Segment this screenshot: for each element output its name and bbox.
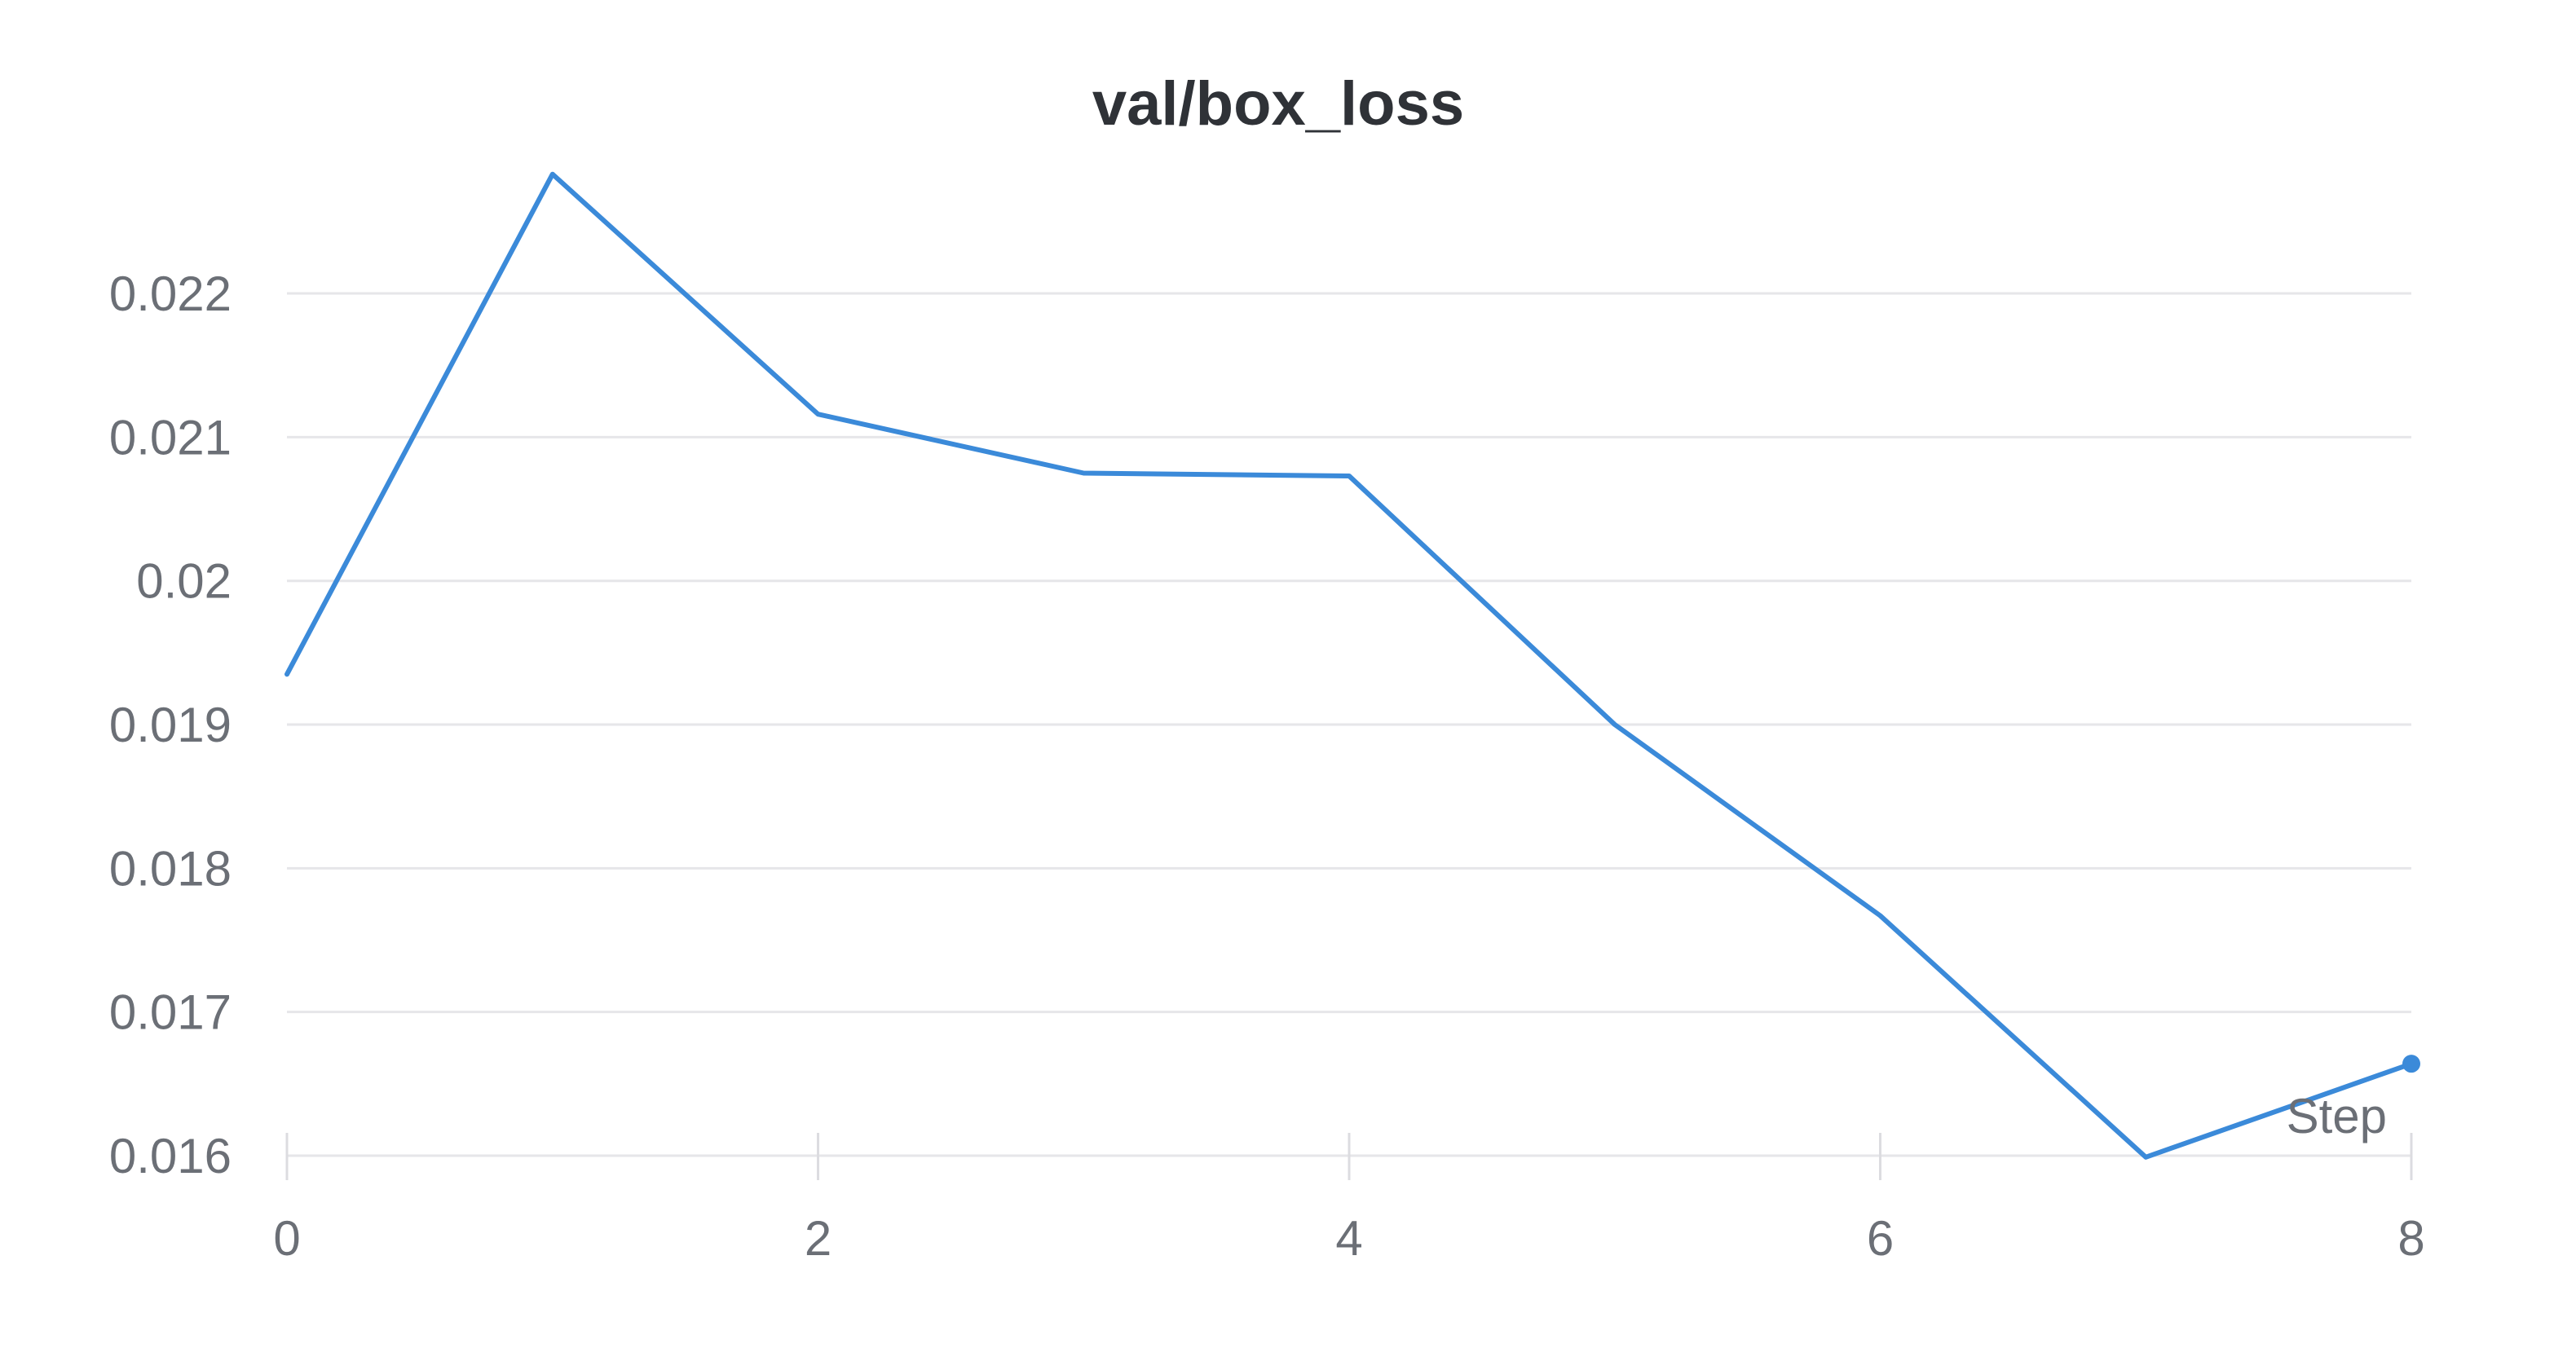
x-tick-label: 4	[1335, 1211, 1362, 1266]
chart-title: val/box_loss	[1092, 69, 1464, 139]
x-axis-label: Step	[2287, 1089, 2387, 1143]
y-tick-label: 0.022	[109, 267, 232, 321]
series-layer	[285, 171, 2420, 1160]
y-tick-label: 0.017	[109, 985, 232, 1040]
y-tick-label: 0.018	[109, 841, 232, 896]
series-line	[285, 171, 2414, 1160]
x-tick-layer	[285, 1133, 2413, 1180]
y-tick-labels: 0.016 0.017 0.018 0.019 0.02 0.021 0.022	[109, 267, 232, 1183]
y-tick-label: 0.019	[109, 698, 232, 752]
y-tick-label: 0.02	[136, 554, 232, 609]
x-tick-label: 2	[805, 1211, 831, 1266]
x-tick-label: 8	[2397, 1211, 2424, 1266]
y-tick-label: 0.016	[109, 1129, 232, 1183]
series-end-point	[2402, 1055, 2420, 1073]
grid-layer	[287, 292, 2411, 1157]
x-tick-labels: 0 2 4 6 8	[273, 1211, 2424, 1266]
y-tick-label: 0.021	[109, 410, 232, 465]
x-tick-label: 0	[273, 1211, 300, 1266]
x-tick-label: 6	[1867, 1211, 1894, 1266]
